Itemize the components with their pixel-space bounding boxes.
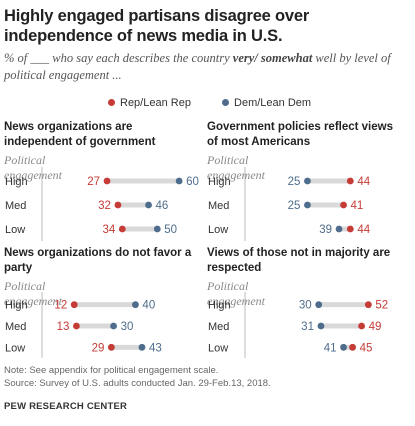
rep-dot (118, 225, 126, 233)
dem-value-label: 50 (164, 224, 177, 236)
panel-subtitle: Political engagement (207, 279, 265, 308)
dot-plot-news-no-party: High 12 40 Med 13 30 Low 29 43 (5, 292, 162, 358)
footer-source: Source: Survey of U.S. adults conducted … (4, 378, 271, 389)
dem-dot (335, 225, 343, 233)
rep-dot (103, 177, 111, 185)
rep-dot (107, 343, 115, 351)
rep-value-label: 27 (87, 176, 100, 188)
category-label: Med (5, 200, 26, 212)
dem-value-label: 25 (288, 200, 301, 212)
dem-value-label: 43 (149, 342, 162, 354)
rep-value-label: 34 (103, 224, 116, 236)
dem-value-label: 31 (301, 321, 314, 333)
panel-title: Government policies reflect views of mos… (207, 121, 393, 148)
subtitle-suffix: well by level of political engagement ..… (4, 51, 391, 82)
chart-title: Highly engaged partisans disagree over i… (4, 7, 310, 45)
panel-subtitle: Political engagement (4, 153, 62, 182)
category-label: Med (5, 321, 26, 333)
dem-dot (317, 322, 325, 330)
dem-dot (145, 201, 152, 209)
rep-value-label: 29 (92, 342, 105, 354)
panel-title: Views of those not in majority are respe… (207, 247, 391, 274)
dem-dot (315, 301, 323, 309)
subtitle-emphasis: very/ somewhat (232, 51, 313, 65)
rep-value-label: 32 (98, 200, 111, 212)
brand-label: PEW RESEARCH CENTER (4, 401, 128, 412)
dem-value-label: 40 (142, 300, 155, 312)
dem-value-label: 30 (121, 321, 134, 333)
dem-dot (304, 201, 311, 209)
category-label: Low (208, 224, 228, 236)
panel-subtitle: Political engagement (4, 279, 62, 308)
dem-dot (110, 322, 117, 330)
legend-rep-label: Rep/Lean Rep (120, 97, 191, 109)
rep-dot (340, 201, 347, 209)
dem-value-label: 46 (156, 200, 169, 212)
legend-item-dem: Dem/Lean Dem (222, 97, 311, 109)
legend-item-rep: Rep/Lean Rep (108, 97, 191, 109)
legend-dem-marker (222, 99, 230, 106)
rep-dot (358, 322, 365, 330)
category-label: Low (5, 342, 25, 354)
dem-dot (153, 225, 161, 233)
category-label: Low (5, 224, 25, 236)
panel-title: News organizations do not favor a party (4, 247, 192, 274)
rep-value-label: 52 (375, 300, 388, 312)
rep-value-label: 41 (351, 200, 364, 212)
dot-plot-government-policies: High 44 25 Med 41 25 Low 44 39 (208, 167, 371, 241)
rep-value-label: 44 (357, 224, 370, 236)
panel-subtitle: Political engagement (207, 153, 265, 182)
rep-value-label: 45 (360, 342, 373, 354)
dem-value-label: 41 (324, 342, 337, 354)
rep-dot (73, 322, 80, 330)
dem-dot (132, 301, 139, 309)
rep-dot (364, 301, 372, 309)
category-label: High (208, 300, 231, 312)
category-label: Med (208, 321, 229, 333)
dem-dot (175, 177, 183, 185)
category-label: High (5, 176, 28, 188)
rep-value-label: 44 (357, 176, 370, 188)
footer-note: Note: See appendix for political engagem… (4, 365, 219, 376)
subtitle-prefix: % of ___ who say each describes the coun… (4, 51, 233, 65)
rep-value-label: 12 (54, 300, 67, 312)
panel-title: News organizations are independent of go… (4, 121, 156, 148)
category-label: High (5, 300, 28, 312)
legend: Rep/Lean Rep Dem/Lean Dem (108, 97, 339, 109)
legend-rep-marker (108, 99, 115, 106)
dem-dot (340, 343, 347, 351)
legend-dem-label: Dem/Lean Dem (234, 97, 312, 109)
dot-plot-news-independent: High 27 60 Med 32 46 Low 34 50 (5, 167, 199, 241)
rep-value-label: 49 (369, 321, 382, 333)
dem-value-label: 39 (319, 224, 332, 236)
rep-dot (70, 301, 78, 309)
rep-dot (346, 225, 354, 233)
dem-value-label: 30 (299, 300, 312, 312)
dem-value-label: 60 (186, 176, 199, 188)
rep-dot (349, 343, 356, 351)
dem-dot (138, 343, 146, 351)
rep-dot (346, 177, 354, 185)
category-label: Med (208, 200, 229, 212)
dot-plot-minority-views: High 52 30 Med 49 31 Low 45 41 (208, 292, 388, 358)
category-label: Low (208, 342, 228, 354)
rep-dot (114, 201, 122, 209)
category-label: High (208, 176, 231, 188)
chart-subtitle: % of ___ who say each describes the coun… (4, 50, 409, 84)
rep-value-label: 13 (57, 321, 70, 333)
dem-value-label: 25 (288, 176, 301, 188)
dem-dot (304, 177, 311, 185)
